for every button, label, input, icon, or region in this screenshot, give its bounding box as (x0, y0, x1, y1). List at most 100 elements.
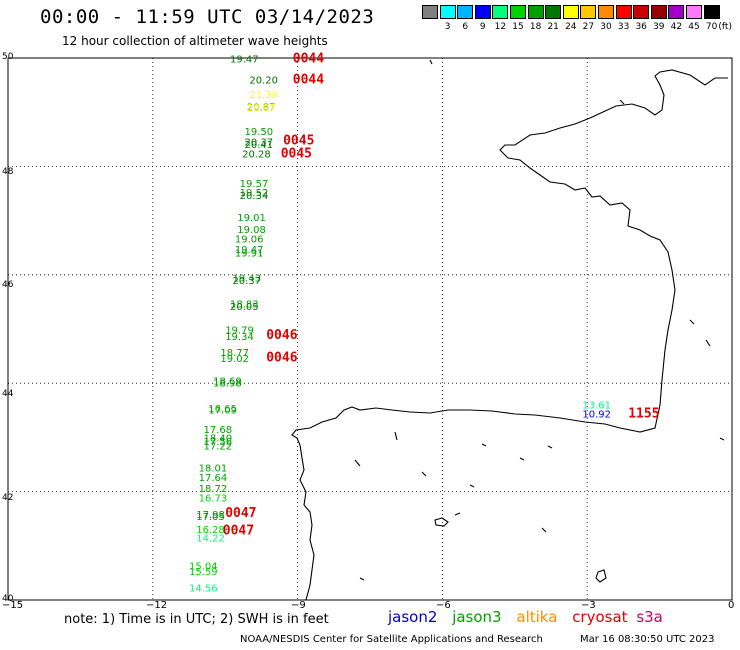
swh-label: 20.37 (232, 276, 261, 287)
timestamp: Mar 16 08:30:50 UTC 2023 (580, 634, 715, 645)
observations-layer: 19.4720.2021.3820.8720.8719.5020.3720.41… (189, 54, 611, 594)
swh-label: 18.72 (199, 484, 228, 495)
legend-label: 70 (705, 22, 718, 32)
legend-swatch (439, 5, 456, 19)
swh-label: 20.87 (247, 103, 276, 114)
swh-label: 20.37 (245, 137, 274, 148)
swh-label: 18.83 (230, 299, 259, 310)
legend-swatch (633, 5, 650, 19)
lat-tick: 50 (2, 52, 14, 62)
swh-label: 18.77 (220, 348, 249, 359)
lon-tick: 0 (728, 600, 735, 611)
swh-label: 20.34 (240, 191, 269, 202)
islet (354, 431, 553, 581)
legend-swatch (422, 5, 438, 19)
swh-label: 20.20 (249, 75, 278, 86)
swh-label: 19.01 (237, 213, 266, 224)
legend-swatch (492, 5, 509, 19)
swh-label: 14.22 (196, 533, 225, 544)
lon-tick: −9 (291, 600, 306, 611)
swh-label: 17.98 (196, 510, 225, 521)
time-label: 0047 (223, 523, 254, 538)
legend-label: 6 (462, 22, 469, 32)
sat-jason3: jason3 (452, 608, 502, 626)
legend-swatch (650, 5, 667, 19)
time-label: 0045 (281, 147, 312, 162)
page-title: 00:00 - 11:59 UTC 03/14/2023 (40, 6, 375, 28)
legend-swatch (510, 5, 526, 19)
swh-label: 19.91 (235, 248, 264, 259)
time-label: 0046 (266, 328, 297, 343)
legend-label: 45 (688, 22, 700, 32)
legend-label: 18 (529, 22, 542, 32)
swh-label: 15.59 (189, 567, 218, 578)
swh-label: 20.28 (242, 150, 271, 161)
legend-label: 3 (444, 22, 451, 32)
lon-tick: −15 (2, 600, 24, 611)
legend-label: 42 (670, 22, 683, 32)
legend-swatch (615, 5, 632, 19)
swh-label: 17.22 (203, 441, 232, 452)
swh-label: 19.52 (240, 188, 269, 199)
time-label: 0047 (225, 506, 256, 521)
footer-note: note: 1) Time is in UTC; 2) SWH is in fe… (64, 612, 329, 627)
legend-label: 12 (494, 22, 507, 32)
coastline (291, 59, 728, 601)
swh-label: 19.43 (232, 273, 261, 284)
lat-tick: 42 (2, 493, 14, 503)
sat-s3a: s3a (636, 608, 663, 626)
lat-tick: 48 (2, 167, 14, 177)
swh-label: 13.61 (582, 401, 611, 412)
swh-label: 19.06 (235, 234, 264, 245)
time-label: 0044 (293, 72, 324, 87)
legend-swatch (474, 5, 491, 19)
swh-label: 19.34 (225, 332, 254, 343)
swh-label: 18.98 (213, 378, 242, 389)
time-label: 0044 (293, 51, 324, 66)
swh-label: 14.56 (189, 583, 218, 594)
map-grid (7, 57, 733, 601)
legend-swatch (686, 5, 702, 19)
swh-label: 18.69 (213, 376, 242, 387)
swh-label: 20.05 (230, 302, 259, 313)
time-label: 1155 (628, 406, 659, 421)
swh-label: 18.40 (203, 434, 232, 445)
lon-tick: −12 (146, 600, 168, 611)
legend-label: 9 (479, 22, 486, 32)
swh-label: 15.04 (189, 562, 218, 573)
swh-label: 19.47 (235, 245, 264, 256)
legend-swatch (562, 5, 579, 19)
sat-jason2: jason2 (388, 608, 438, 626)
legend-swatch (580, 5, 597, 19)
legend-swatch (703, 5, 720, 19)
swh-label: 17.68 (203, 425, 232, 436)
time-label: 0045 (283, 134, 314, 149)
swh-label: 18.01 (199, 464, 228, 475)
swh-label: 17.05 (196, 512, 225, 523)
legend-label: 33 (617, 22, 630, 32)
swh-label: 10.92 (582, 409, 611, 420)
iberia-coastline (291, 69, 728, 446)
legend-swatch (598, 5, 614, 19)
swh-label: 19.02 (220, 354, 249, 365)
swh-label: 19.47 (230, 54, 259, 65)
page-subtitle: 12 hour collection of altimeter wave hei… (62, 34, 328, 48)
lat-tick: 46 (2, 280, 14, 290)
swh-label: 16.73 (199, 493, 228, 504)
map-frame (7, 57, 733, 601)
swh-label: 19.79 (225, 325, 254, 336)
legend-swatch (545, 5, 562, 19)
swh-label: 16.28 (196, 525, 225, 536)
swh-label: 17.09 (208, 406, 237, 417)
swh-label: 19.50 (245, 127, 274, 138)
legend-label: 36 (635, 22, 647, 32)
swh-label: 19.08 (237, 225, 266, 236)
time-label: 0046 (266, 351, 297, 366)
swh-label: 20.87 (247, 103, 276, 114)
legend-label: 30 (600, 22, 612, 32)
islet (429, 59, 725, 441)
islet (595, 569, 607, 583)
swh-label: 17.64 (199, 473, 228, 484)
